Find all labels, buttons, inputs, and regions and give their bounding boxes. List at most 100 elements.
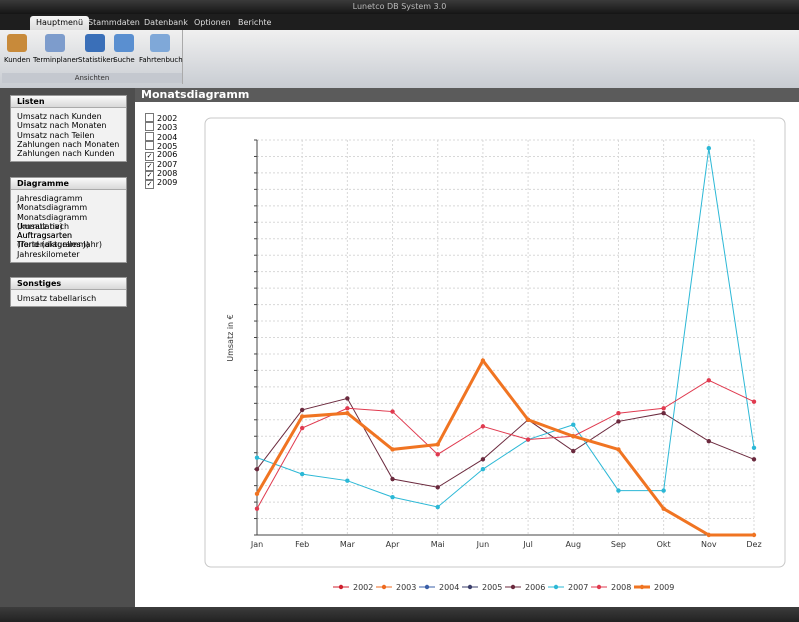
checkbox[interactable] (145, 140, 154, 150)
window-title: Lunetco DB System 3.0 (352, 2, 447, 11)
legend-label: 2007 (568, 583, 588, 592)
legend-label: 2002 (353, 583, 373, 592)
panel-items: Jahresdiagramm Monatsdiagramm Monatsdiagra… (11, 190, 126, 262)
checkbox[interactable] (145, 131, 154, 141)
panel-link[interactable]: Umsatz tabellarisch (17, 294, 97, 303)
data-point (299, 414, 305, 419)
panel-header: Listen (11, 96, 126, 108)
panel-link[interactable]: Umsatz nach Auftragsarten (17, 221, 73, 241)
sidebar-panel: Diagramme Jahresdiagramm Monatsdiagramm Mon… (10, 177, 127, 264)
button-label: Fahrtenbuch (139, 56, 183, 64)
checkbox[interactable]: ✓ (145, 170, 154, 180)
button-icon (85, 34, 105, 52)
checkbox-label: 2006 (157, 150, 178, 160)
checkbox[interactable] (145, 122, 154, 132)
ribbon-button[interactable]: Kunden (4, 30, 30, 70)
ribbon-group (2, 30, 183, 84)
checkbox-label: 2004 (157, 132, 178, 142)
data-point (435, 442, 440, 447)
data-point (254, 506, 260, 511)
data-point (525, 417, 531, 422)
x-tick-label: Mai (431, 540, 445, 549)
year-checkbox[interactable]: ✓ 2008 (145, 169, 177, 180)
panel-link[interactable]: Umsatz nach Monaten (17, 121, 107, 131)
ribbon-button[interactable]: Terminplaner (33, 30, 79, 70)
panel-header: Sonstiges (11, 278, 126, 290)
checkbox-label: 2007 (157, 159, 178, 169)
tab[interactable]: Hauptmenü (30, 16, 90, 30)
tab[interactable]: Berichte (238, 18, 272, 27)
ribbon-button[interactable]: Statistiken (78, 30, 116, 70)
data-point (616, 488, 621, 493)
panel-link[interactable]: Monatsdiagramm (17, 203, 88, 213)
tab[interactable]: Stammdaten (88, 18, 140, 27)
year-checkbox[interactable]: ✓ 2009 (145, 178, 177, 190)
data-point (751, 457, 757, 462)
year-checkbox[interactable]: 2003 (145, 122, 177, 132)
button-label: Suche (113, 56, 135, 64)
checkbox[interactable]: ✓ (145, 161, 154, 171)
data-point (480, 466, 486, 472)
data-point (480, 424, 486, 429)
ribbon-button[interactable]: Suche (112, 30, 136, 70)
panel-items: Umsatz tabellarisch (11, 290, 126, 306)
ribbon-button[interactable]: Fahrtenbuch (139, 30, 183, 70)
legend-marker (467, 584, 473, 590)
data-point (751, 399, 757, 404)
data-point (390, 476, 395, 482)
series-line (256, 379, 755, 509)
data-point (571, 422, 576, 427)
panel-link[interactable]: Umsatz nach Kunden (17, 112, 102, 121)
data-point (616, 419, 621, 424)
year-checkbox[interactable]: 2002 (145, 113, 177, 123)
series-line (255, 357, 754, 537)
series-line (256, 148, 755, 508)
legend-label: 2003 (396, 583, 416, 592)
series-line (256, 397, 755, 488)
legend-marker (381, 584, 387, 590)
panel-link[interactable]: Monatsdiagramm (kumulativ) (17, 212, 88, 231)
panel-link[interactable]: Trend (aktuelles Jahr) (17, 240, 103, 250)
year-checkbox[interactable]: ✓ 2007 (145, 159, 178, 171)
panel-items: Umsatz nach Kunden Umsatz nach Monaten Ums… (11, 108, 126, 161)
data-point (616, 447, 621, 452)
button-icon (114, 34, 134, 52)
panel-link[interactable]: Auftragsarten (Tortendiagramm) (17, 231, 90, 250)
tab[interactable]: Optionen (194, 18, 231, 27)
panel-link[interactable]: Zahlungen nach Monaten (17, 139, 120, 149)
data-point (299, 425, 305, 431)
data-point (661, 506, 666, 511)
sidebar-panel: Sonstiges Umsatz tabellarisch (10, 277, 127, 308)
button-icon (150, 34, 170, 52)
ribbon-group-label: Ansichten (2, 73, 182, 83)
checkbox[interactable]: ✓ (145, 180, 154, 190)
title-bar: Lunetco DB System 3.0 (0, 0, 799, 14)
data-point (480, 358, 486, 363)
panel-link[interactable]: Jahresdiagramm (17, 194, 83, 203)
data-point (706, 378, 712, 383)
button-label: Statistiken (78, 56, 116, 64)
legend-label: 2009 (654, 583, 674, 592)
data-point (435, 504, 440, 510)
year-checkbox[interactable]: ✓ 2006 (145, 150, 178, 162)
panel-link[interactable]: Jahreskilometer (17, 249, 80, 259)
button-label: Terminplaner (33, 56, 79, 64)
data-point (345, 406, 350, 411)
data-point (480, 457, 486, 462)
data-point (390, 494, 395, 500)
checkbox[interactable]: ✓ (145, 152, 154, 162)
tab[interactable]: Datenbank (144, 18, 188, 27)
data-point (751, 445, 757, 450)
panel-link[interactable]: Zahlungen nach Kunden (17, 149, 115, 159)
x-tick-label: Dez (746, 540, 761, 549)
checkbox[interactable] (145, 113, 154, 122)
data-point (661, 488, 666, 493)
year-checkbox[interactable]: 2004 (145, 131, 178, 142)
data-point (706, 438, 712, 444)
year-checkbox[interactable]: 2005 (145, 140, 177, 151)
x-tick-label: Sep (611, 540, 626, 549)
legend-marker (510, 584, 516, 590)
panel-link[interactable]: Umsatz nach Teilen (17, 130, 95, 140)
legend-marker (639, 584, 645, 590)
